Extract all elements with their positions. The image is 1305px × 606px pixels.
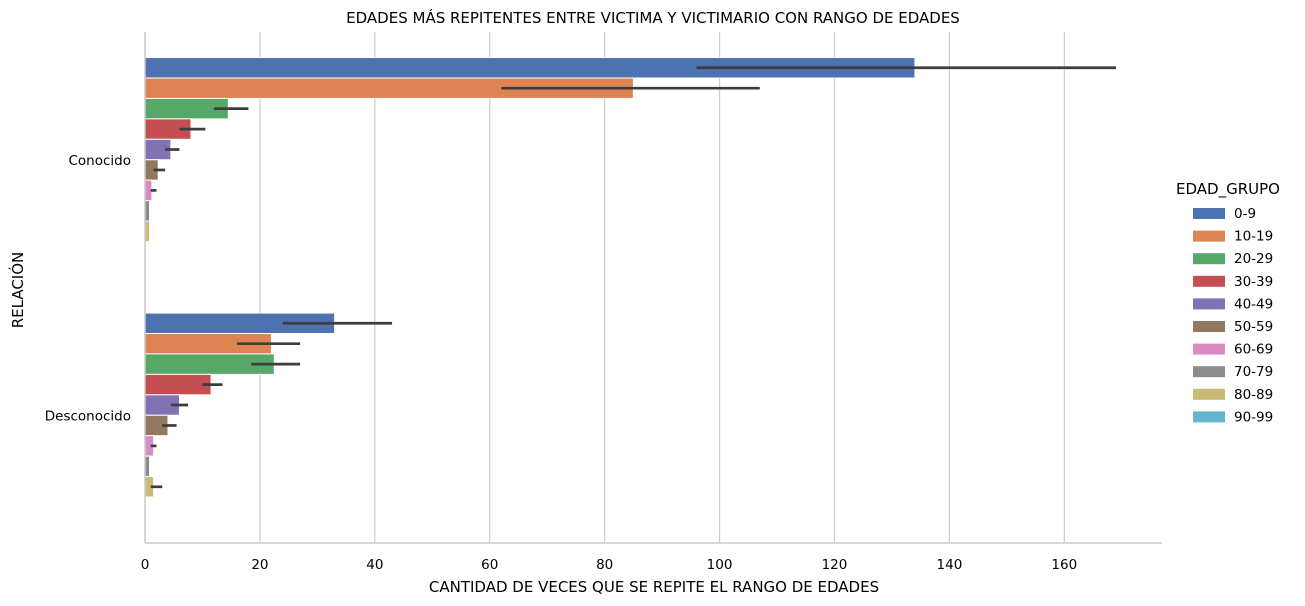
legend-swatch bbox=[1193, 366, 1225, 378]
x-tick-labels: 0 20 40 60 80 100 120 140 160 bbox=[141, 557, 1078, 573]
legend-label: 60-69 bbox=[1234, 342, 1273, 358]
legend-swatch bbox=[1193, 253, 1225, 265]
bar bbox=[144, 373, 212, 396]
legend-swatch bbox=[1193, 275, 1225, 287]
legend-title: EDAD_GRUPO bbox=[1176, 180, 1280, 199]
x-tick-label: 80 bbox=[596, 557, 613, 573]
legend-swatch bbox=[1193, 343, 1225, 355]
legend-label: 10-19 bbox=[1234, 229, 1273, 245]
chart-title: EDADES MÁS REPITENTES ENTRE VICTIMA Y VI… bbox=[346, 8, 960, 27]
legend: 0-9 10-19 20-29 30-39 40-49 50-59 60-69 70-79 80… bbox=[1193, 206, 1273, 425]
legend-label: 70-79 bbox=[1234, 364, 1273, 380]
legend-label: 20-29 bbox=[1234, 251, 1273, 267]
legend-label: 80-89 bbox=[1234, 387, 1273, 403]
legend-label: 90-99 bbox=[1234, 409, 1273, 425]
x-tick-label: 100 bbox=[707, 557, 733, 573]
x-tick-label: 0 bbox=[141, 557, 150, 573]
legend-swatch bbox=[1193, 321, 1225, 332]
error-bars bbox=[150, 66, 1117, 489]
legend-label: 40-49 bbox=[1234, 296, 1273, 312]
y-tick-label: Conocido bbox=[68, 153, 131, 169]
x-tick-label: 60 bbox=[481, 557, 498, 573]
legend-label: 0-9 bbox=[1234, 206, 1256, 222]
legend-swatch bbox=[1193, 298, 1225, 310]
legend-label: 50-59 bbox=[1234, 319, 1273, 335]
x-tick-label: 160 bbox=[1051, 557, 1077, 573]
x-tick-label: 40 bbox=[366, 557, 383, 573]
legend-swatch bbox=[1193, 230, 1225, 242]
x-axis-label: CANTIDAD DE VECES QUE SE REPITE EL RANGO… bbox=[429, 578, 879, 596]
y-axis-label: RELACIÓN bbox=[8, 252, 27, 329]
x-tick-label: 140 bbox=[937, 557, 963, 573]
legend-swatch bbox=[1193, 411, 1225, 423]
legend-swatch bbox=[1193, 388, 1225, 400]
legend-label: 30-39 bbox=[1234, 274, 1273, 290]
y-tick-labels: Conocido Desconocido bbox=[45, 153, 131, 425]
legend-swatch bbox=[1193, 208, 1225, 219]
x-tick-label: 120 bbox=[822, 557, 848, 573]
x-tick-label: 20 bbox=[251, 557, 268, 573]
y-tick-label: Desconocido bbox=[45, 408, 131, 424]
axes bbox=[144, 32, 1162, 544]
grid-lines bbox=[144, 32, 1065, 543]
